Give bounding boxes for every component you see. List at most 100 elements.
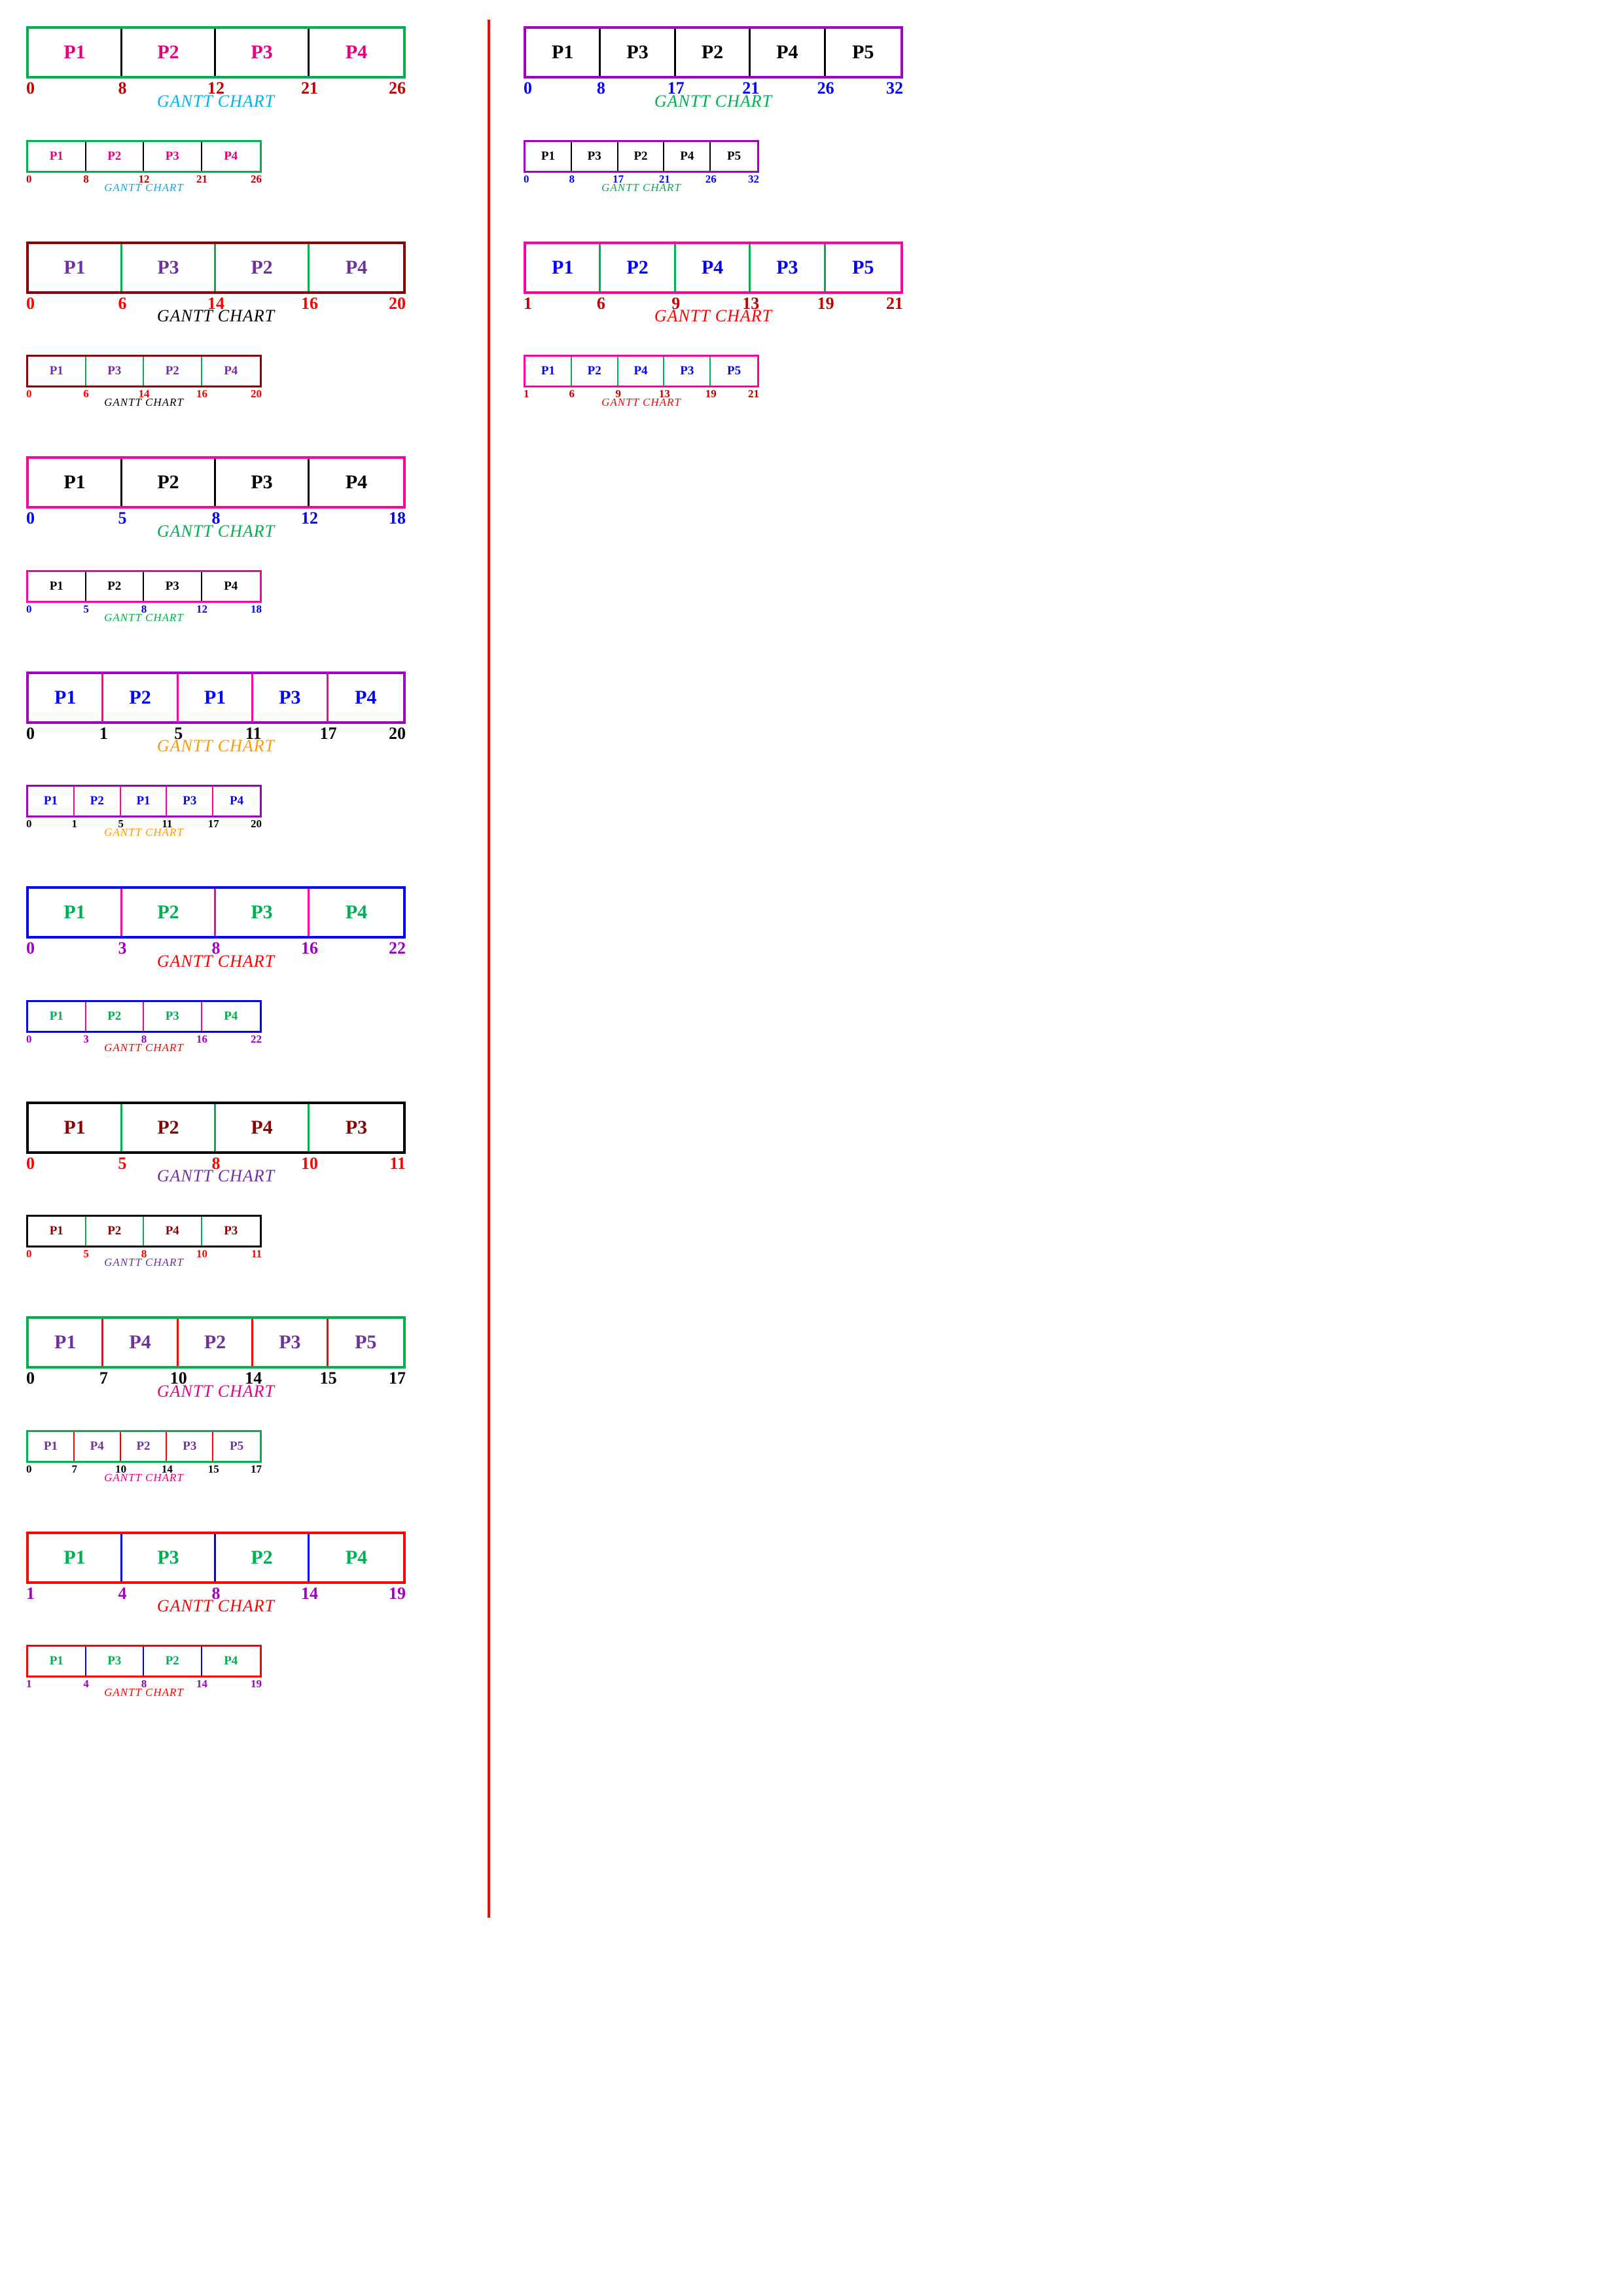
gantt-tick: 26 [389,79,406,98]
gantt-tick: 10 [196,1247,207,1261]
gantt-tick: 10 [301,1154,318,1174]
gantt-chart: P1P2P3P40381622GANTT CHART [26,1000,262,1056]
gantt-tick: 5 [118,1154,127,1174]
gantt-segment: P4 [676,244,751,291]
gantt-tick: 6 [118,294,127,314]
gantt-tick: 8 [83,173,89,186]
gantt-chart: P1P2P3P40381622GANTT CHART [26,886,406,974]
gantt-segment: P2 [216,1534,310,1581]
gantt-tick: 13 [742,294,759,314]
gantt-bar-row: P1P2P4P3P5 [524,355,759,387]
gantt-tick: 1 [524,387,529,401]
gantt-tick: 0 [26,1154,35,1174]
gantt-segment: P3 [122,244,216,291]
gantt-segment: P4 [202,572,260,601]
gantt-segment: P2 [144,1647,202,1676]
gantt-segment: P1 [29,1534,122,1581]
gantt-ticks: 0817212632 [524,79,903,98]
gantt-bar-row: P1P3P2P4P5 [524,26,903,79]
gantt-segment: P1 [29,29,122,76]
gantt-segment: P2 [676,29,751,76]
gantt-tick: 14 [207,294,224,314]
gantt-segment: P3 [216,459,310,506]
gantt-tick: 8 [141,1033,147,1046]
gantt-bar-row: P1P3P2P4 [26,355,262,387]
gantt-ticks: 08122126 [26,79,406,98]
gantt-segment: P2 [103,674,178,721]
gantt-tick: 0 [26,603,32,616]
gantt-tick: 8 [118,79,127,98]
gantt-chart: P1P3P2P4P50817212632GANTT CHART [524,140,759,196]
gantt-tick: 8 [212,939,221,958]
gantt-bar-row: P1P3P2P4P5 [524,140,759,173]
gantt-tick: 1 [26,1584,35,1604]
gantt-tick: 22 [389,939,406,958]
gantt-ticks: 0710141517 [26,1463,262,1476]
gantt-chart: P1P3P2P4P50817212632GANTT CHART [524,26,903,114]
gantt-tick: 11 [251,1247,262,1261]
gantt-tick: 20 [389,724,406,744]
gantt-chart: P1P2P3P40581218GANTT CHART [26,570,262,626]
gantt-bar-row: P1P3P2P4 [26,242,406,294]
gantt-chart-pair: P1P3P2P4P50817212632GANTT CHARTP1P3P2P4P… [524,26,955,196]
gantt-tick: 5 [118,817,124,831]
gantt-tick: 16 [196,387,207,401]
gantt-segment: P3 [572,142,618,171]
gantt-tick: 12 [139,173,150,186]
gantt-segment: P3 [253,674,328,721]
gantt-ticks: 0381622 [26,1033,262,1046]
gantt-chart-pair: P1P2P3P40581218GANTT CHARTP1P2P3P4058121… [26,456,458,626]
gantt-tick: 12 [196,603,207,616]
gantt-segment: P3 [144,572,202,601]
gantt-chart: P1P2P3P408122126GANTT CHART [26,26,406,114]
gantt-segment: P1 [29,674,103,721]
gantt-segment: P4 [202,1002,260,1031]
gantt-segment: P3 [167,1432,213,1461]
gantt-chart-pair: P1P2P3P408122126GANTT CHARTP1P2P3P408122… [26,26,458,196]
gantt-segment: P5 [711,142,757,171]
gantt-segment: P2 [122,1104,216,1151]
gantt-tick: 5 [83,1247,89,1261]
column-divider [488,20,490,1918]
gantt-segment: P1 [29,459,122,506]
gantt-tick: 15 [320,1369,337,1388]
gantt-chart: P1P3P2P406141620GANTT CHART [26,242,406,329]
gantt-segment: P1 [28,1217,86,1246]
gantt-ticks: 1481419 [26,1584,406,1604]
left-column: P1P2P3P408122126GANTT CHARTP1P2P3P408122… [26,26,458,1746]
gantt-segment: P3 [86,1647,145,1676]
gantt-ticks: 0581011 [26,1247,262,1261]
gantt-chart-pair: P1P2P4P30581011GANTT CHARTP1P2P4P3058101… [26,1102,458,1271]
gantt-segment: P2 [86,572,145,601]
gantt-segment: P4 [310,29,403,76]
gantt-tick: 21 [886,294,903,314]
gantt-tick: 0 [524,173,529,186]
gantt-segment: P2 [86,1217,145,1246]
gantt-chart: P1P2P4P30581011GANTT CHART [26,1215,262,1270]
gantt-segment: P4 [310,889,403,936]
gantt-tick: 12 [301,509,318,528]
gantt-segment: P1 [526,357,572,386]
gantt-segment: P3 [144,1002,202,1031]
gantt-bar-row: P1P2P3P4 [26,140,262,173]
gantt-tick: 32 [748,173,759,186]
gantt-tick: 20 [251,387,262,401]
gantt-segment: P1 [29,889,122,936]
gantt-tick: 4 [83,1677,89,1691]
gantt-segment: P1 [28,1647,86,1676]
gantt-ticks: 015111720 [26,817,262,831]
gantt-bar-row: P1P4P2P3P5 [26,1430,262,1463]
gantt-tick: 9 [615,387,621,401]
gantt-tick: 18 [389,509,406,528]
gantt-segment: P1 [28,1432,75,1461]
gantt-tick: 0 [26,817,32,831]
gantt-tick: 0 [26,1247,32,1261]
gantt-tick: 0 [26,173,32,186]
gantt-tick: 16 [301,294,318,314]
gantt-tick: 0 [26,387,32,401]
gantt-bar-row: P1P2P4P3 [26,1102,406,1154]
gantt-segment: P4 [103,1319,178,1366]
gantt-segment: P5 [826,29,901,76]
gantt-ticks: 06141620 [26,387,262,401]
gantt-bar-row: P1P3P2P4 [26,1645,262,1677]
